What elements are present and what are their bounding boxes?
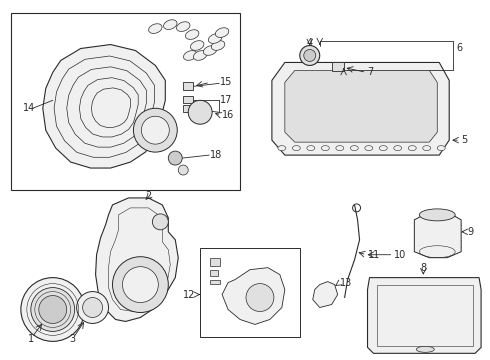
Text: 4: 4	[307, 37, 313, 48]
Text: 13: 13	[340, 278, 352, 288]
Ellipse shape	[148, 24, 162, 33]
Ellipse shape	[416, 346, 434, 352]
Ellipse shape	[419, 209, 455, 221]
Text: 17: 17	[220, 95, 232, 105]
Bar	[210, 270, 218, 276]
Ellipse shape	[203, 46, 217, 55]
Ellipse shape	[408, 146, 416, 150]
Circle shape	[304, 50, 316, 62]
Bar	[210, 258, 220, 266]
Ellipse shape	[293, 146, 300, 150]
Ellipse shape	[176, 22, 190, 31]
Text: 7: 7	[368, 67, 374, 77]
Circle shape	[21, 278, 85, 341]
Ellipse shape	[183, 51, 197, 60]
Circle shape	[152, 214, 168, 230]
Text: 3: 3	[70, 334, 76, 345]
Circle shape	[76, 292, 108, 323]
Ellipse shape	[336, 146, 344, 150]
Ellipse shape	[321, 146, 329, 150]
Bar	[183, 96, 193, 103]
Ellipse shape	[164, 20, 177, 30]
Polygon shape	[285, 71, 437, 142]
Ellipse shape	[379, 146, 387, 150]
Polygon shape	[313, 282, 338, 307]
Text: 18: 18	[210, 150, 222, 160]
Text: 16: 16	[222, 110, 234, 120]
Ellipse shape	[208, 34, 222, 44]
Ellipse shape	[186, 30, 199, 39]
Text: 15: 15	[220, 77, 232, 87]
Ellipse shape	[423, 146, 431, 150]
Polygon shape	[368, 278, 481, 353]
Text: 14: 14	[23, 103, 35, 113]
Polygon shape	[272, 62, 449, 155]
Ellipse shape	[194, 51, 207, 60]
Bar	[200, 248, 300, 337]
Text: 9: 9	[467, 227, 473, 237]
Bar	[377, 285, 473, 346]
Circle shape	[122, 267, 158, 302]
Bar	[332, 62, 343, 71]
Bar	[11, 13, 240, 190]
Text: 5: 5	[461, 135, 467, 145]
Text: 12: 12	[183, 289, 195, 300]
Bar	[183, 82, 193, 90]
Circle shape	[39, 296, 67, 323]
Circle shape	[31, 288, 74, 332]
Ellipse shape	[350, 146, 358, 150]
Circle shape	[300, 45, 319, 66]
Ellipse shape	[437, 146, 445, 150]
Ellipse shape	[278, 146, 286, 150]
Ellipse shape	[307, 146, 315, 150]
Circle shape	[133, 108, 177, 152]
Circle shape	[168, 151, 182, 165]
Polygon shape	[43, 45, 165, 168]
Ellipse shape	[211, 41, 225, 50]
Bar	[210, 280, 220, 284]
Circle shape	[83, 298, 102, 318]
Polygon shape	[96, 198, 178, 321]
Circle shape	[178, 165, 188, 175]
Circle shape	[246, 284, 274, 311]
Polygon shape	[222, 268, 285, 324]
Polygon shape	[415, 212, 461, 258]
Circle shape	[142, 116, 169, 144]
Text: 2: 2	[145, 191, 151, 201]
Text: 6: 6	[456, 42, 462, 53]
Text: 10: 10	[394, 250, 407, 260]
Ellipse shape	[216, 28, 229, 37]
Circle shape	[188, 100, 212, 124]
Text: 8: 8	[420, 263, 426, 273]
Ellipse shape	[191, 41, 204, 50]
Text: 1: 1	[28, 334, 34, 345]
Bar	[183, 105, 193, 112]
Circle shape	[113, 257, 168, 312]
Ellipse shape	[394, 146, 402, 150]
Text: 11: 11	[368, 250, 380, 260]
Ellipse shape	[365, 146, 373, 150]
